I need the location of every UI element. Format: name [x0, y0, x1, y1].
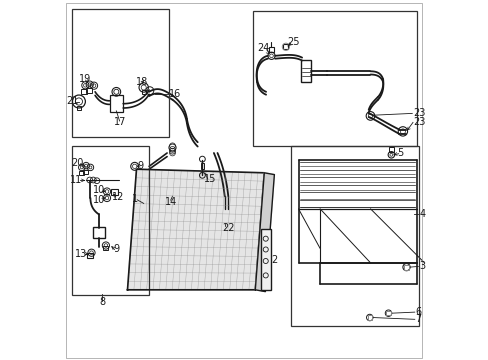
Text: 6: 6: [415, 307, 421, 317]
Text: 18: 18: [136, 77, 148, 87]
Bar: [200, 163, 204, 169]
Text: 17: 17: [114, 117, 126, 127]
Bar: [253, 11, 416, 146]
Bar: [291, 146, 418, 326]
Text: 10: 10: [92, 185, 104, 195]
Bar: [386, 311, 390, 315]
Text: 20: 20: [71, 158, 83, 168]
Bar: [110, 189, 118, 195]
Polygon shape: [255, 173, 274, 292]
Bar: [72, 146, 149, 295]
Text: 5: 5: [396, 148, 402, 158]
Text: 14: 14: [164, 197, 177, 207]
Text: 24: 24: [257, 43, 269, 53]
Text: 1: 1: [131, 194, 138, 204]
Bar: [141, 90, 146, 94]
Bar: [388, 147, 393, 152]
Bar: [269, 47, 273, 52]
Polygon shape: [127, 169, 264, 290]
Text: 16: 16: [169, 89, 181, 99]
Text: 10: 10: [92, 195, 104, 205]
Text: 8: 8: [99, 297, 105, 307]
Bar: [109, 95, 123, 112]
Text: 9: 9: [138, 161, 143, 171]
Bar: [283, 44, 288, 49]
Bar: [77, 106, 81, 110]
Bar: [82, 170, 88, 174]
Bar: [81, 89, 87, 94]
Text: 21: 21: [66, 96, 79, 106]
Text: 4: 4: [418, 209, 425, 219]
Text: 19: 19: [79, 74, 91, 84]
Bar: [301, 60, 311, 82]
Text: 13: 13: [75, 249, 87, 259]
Text: 12: 12: [111, 192, 124, 202]
Text: 15: 15: [203, 174, 216, 184]
Text: 25: 25: [286, 37, 299, 48]
Bar: [103, 246, 108, 250]
Text: 9: 9: [113, 244, 120, 254]
Bar: [79, 171, 83, 175]
Bar: [260, 229, 270, 290]
Text: 22: 22: [222, 222, 234, 233]
Bar: [367, 315, 371, 320]
Text: 23: 23: [413, 117, 425, 127]
Bar: [403, 265, 408, 270]
Text: 7: 7: [415, 314, 421, 324]
Text: 11: 11: [70, 175, 82, 185]
Text: 2: 2: [270, 255, 277, 265]
Bar: [87, 253, 92, 258]
Bar: [92, 227, 104, 238]
Text: 23: 23: [412, 108, 425, 118]
Bar: [72, 9, 168, 137]
Bar: [86, 88, 92, 93]
Text: 3: 3: [418, 261, 425, 271]
